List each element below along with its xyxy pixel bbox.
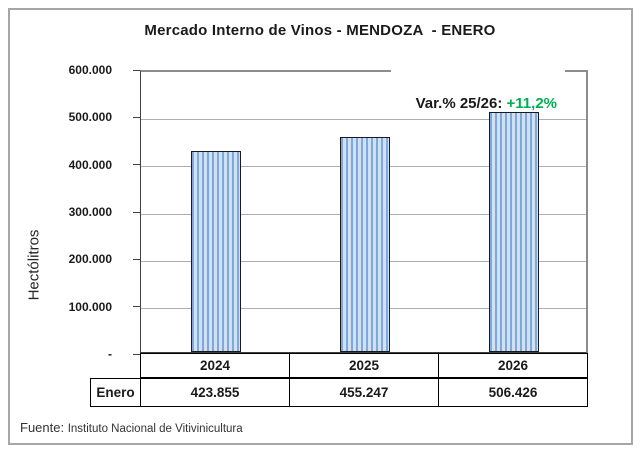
category-axis-row: 2024 2025 2026 [140, 353, 588, 378]
source-prefix: Fuente: [20, 420, 68, 435]
y-axis-tick-mark [133, 353, 140, 355]
category-cell-2024: 2024 [140, 353, 290, 378]
y-axis-tick-mark [133, 258, 140, 260]
value-cell-2025: 455.247 [289, 378, 439, 407]
y-axis-tick-label: 500.000 [68, 110, 112, 125]
category-cell-2025: 2025 [289, 353, 439, 378]
chart-title: Mercado Interno de Vinos - MENDOZA - ENE… [144, 22, 496, 39]
y-axis-tick-label: 200.000 [68, 252, 112, 267]
y-axis-tick-mark [133, 164, 140, 166]
y-axis-tick-mark [133, 211, 140, 213]
table-row-label: Enero [90, 378, 141, 407]
y-axis-tick-label: 400.000 [68, 157, 112, 172]
source-footer: Fuente: Instituto Nacional de Vitivinicu… [20, 420, 243, 435]
value-cell-2024: 423.855 [140, 378, 290, 407]
y-axis-tick-label: 600.000 [68, 63, 112, 77]
bar-2026 [489, 112, 540, 352]
y-axis-tick-label: - [108, 347, 112, 361]
value-cell-2026: 506.426 [438, 378, 588, 407]
variation-value: +11,2% [506, 95, 557, 112]
category-cell-2026: 2026 [438, 353, 588, 378]
variation-label: Var.% 25/26: [415, 95, 507, 112]
y-axis-tick-mark [133, 69, 140, 71]
bar-2025 [340, 137, 390, 352]
bar-2024 [190, 151, 241, 352]
y-axis-tick-label: 300.000 [68, 205, 112, 219]
y-axis-tick-mark [133, 116, 140, 118]
y-axis-tick-mark [133, 306, 140, 308]
gridline [141, 118, 586, 120]
source-text: Instituto Nacional de Vitivinicultura [67, 423, 243, 435]
data-table-row: Enero 423.855 455.247 506.426 [90, 378, 588, 407]
plot-area [140, 70, 588, 354]
y-axis-tick-label: 100.000 [68, 299, 112, 314]
variation-annotation: Var.% 25/26: +11,2% [390, 68, 565, 112]
